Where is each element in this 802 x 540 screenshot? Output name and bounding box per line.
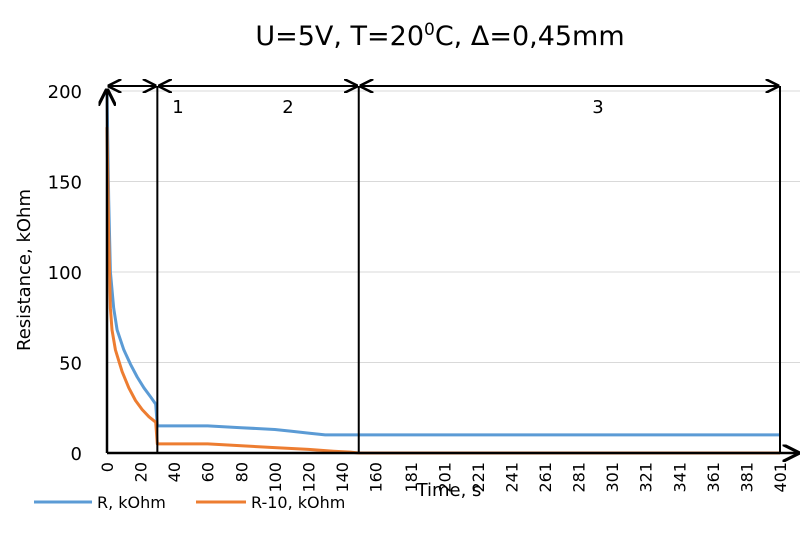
x-tick-label: 321 <box>637 462 656 493</box>
y-tick-labels: 0 50 100 150 200 <box>48 82 82 465</box>
x-tick-label: 201 <box>435 462 454 493</box>
x-tick-label: 80 <box>232 462 251 482</box>
legend-label-r: R, kOhm <box>97 493 166 512</box>
x-tick-label: 160 <box>367 462 386 493</box>
x-tick-label: 20 <box>132 462 151 482</box>
x-tick-label: 241 <box>503 462 522 493</box>
x-tick-label: 281 <box>570 462 589 493</box>
y-tick-label: 0 <box>71 444 82 465</box>
x-tick-label: 301 <box>603 462 622 493</box>
axes <box>107 90 798 453</box>
y-tick-label: 200 <box>48 82 82 103</box>
y-axis-label: Resistance, kOhm <box>14 189 35 351</box>
gridlines <box>107 90 800 363</box>
chart-title: U=5V, T=200C, Δ=0,45mm <box>255 20 624 52</box>
x-tick-label: 120 <box>299 462 318 493</box>
y-tick-label: 50 <box>59 354 82 375</box>
x-tick-label: 100 <box>266 462 285 493</box>
series-line-r-10 <box>105 127 780 455</box>
x-tick-label: 181 <box>402 462 421 493</box>
series-lines <box>105 90 780 455</box>
x-tick-label: 40 <box>165 462 184 482</box>
y-tick-label: 100 <box>48 263 82 284</box>
x-tick-label: 221 <box>469 462 488 493</box>
x-axis-label: Time, s <box>416 480 482 501</box>
y-tick-label: 150 <box>48 173 82 194</box>
region-label: 2 <box>282 97 293 118</box>
legend-label-r-10: R-10, kOhm <box>251 493 345 512</box>
x-tick-label: 140 <box>333 462 352 493</box>
region-label: 1 <box>172 97 183 118</box>
x-tick-label: 361 <box>704 462 723 493</box>
x-tick-label: 381 <box>737 462 756 493</box>
x-tick-label: 60 <box>199 462 218 482</box>
x-tick-label: 401 <box>771 462 790 493</box>
x-tick-label: 261 <box>536 462 555 493</box>
legend: R, kOhm R-10, kOhm <box>34 493 345 512</box>
x-tick-label: 341 <box>670 462 689 493</box>
series-line-r <box>105 90 780 437</box>
x-tick-label: 0 <box>98 462 117 472</box>
region-label: 3 <box>592 97 603 118</box>
x-tick-labels: 0 20 40 60 80 100 120 140 160 181 201 221 241 261 281 3… <box>98 462 790 493</box>
region-markers: 1 2 3 <box>109 86 781 453</box>
